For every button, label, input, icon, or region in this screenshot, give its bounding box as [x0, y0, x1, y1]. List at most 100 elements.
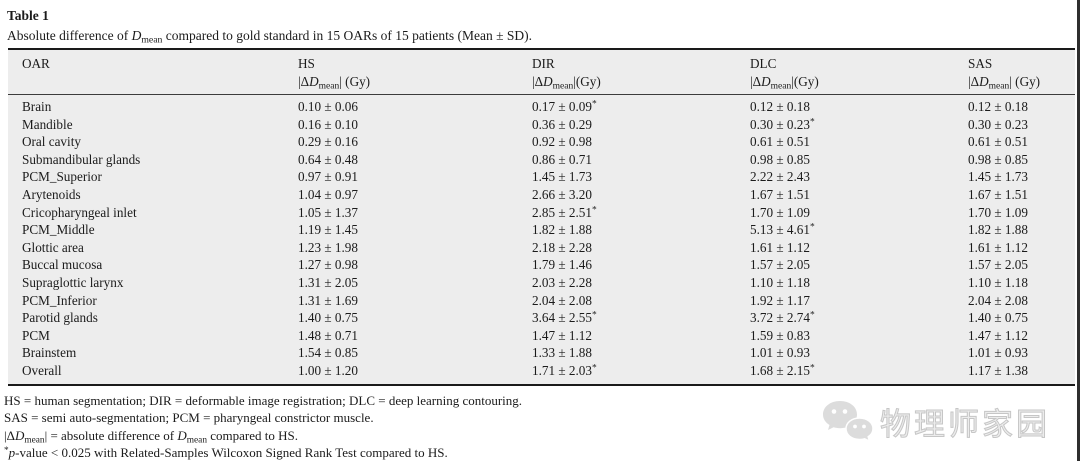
value-cell: 1.82 ± 1.88: [532, 221, 750, 239]
table-row: PCM_Superior 0.97 ± 0.91 1.45 ± 1.73 2.22 ±…: [8, 168, 1075, 186]
value-cell: 0.12 ± 0.18: [968, 95, 1075, 116]
footnotes: HS = human segmentation; DIR = deformabl…: [4, 392, 1080, 462]
value-cell: 1.45 ± 1.73: [532, 168, 750, 186]
oar-name-cell: Brain: [8, 95, 298, 116]
value-cell: 1.59 ± 0.83: [750, 327, 968, 345]
cell-value: 1.05 ± 1.37: [298, 204, 358, 220]
cell-value: Parotid glands: [22, 310, 98, 326]
value-cell: 0.98 ± 0.85: [750, 151, 968, 169]
value-cell: 1.17 ± 1.38: [968, 362, 1075, 385]
table-row: Arytenoids 1.04 ± 0.97 2.66 ± 3.20 1.67 ± 1…: [8, 186, 1075, 204]
cell-value: 1.01 ± 0.93: [750, 345, 810, 361]
oar-name-cell: Cricopharyngeal inlet: [8, 204, 298, 222]
cell-value: Arytenoids: [22, 186, 81, 202]
value-cell: 0.61 ± 0.51: [968, 133, 1075, 151]
table-body: Brain 0.10 ± 0.06 0.17 ± 0.09* 0.12 ± 0.18 0…: [8, 95, 1075, 385]
oar-name-cell: Mandible: [8, 116, 298, 134]
oar-name-cell: Supraglottic larynx: [8, 274, 298, 292]
wechat-icon: [823, 400, 874, 443]
significance-asterisk: *: [810, 310, 815, 321]
cell-value: Glottic area: [22, 239, 84, 255]
value-cell: 1.31 ± 1.69: [298, 292, 532, 310]
table-row: Mandible 0.16 ± 0.10 0.36 ± 0.29 0.30 ± 0.2…: [8, 116, 1075, 134]
significance-asterisk: *: [592, 310, 597, 321]
value-cell: 0.61 ± 0.51: [750, 133, 968, 151]
cell-value: 1.70 ± 1.09: [750, 204, 810, 220]
cell-value: 0.10 ± 0.06: [298, 99, 358, 114]
cell-value: 3.72 ± 2.74: [750, 310, 810, 326]
col-name: HS: [298, 56, 315, 71]
col-header-dlc: DLC |ΔDmean|(Gy): [750, 49, 968, 95]
value-cell: 2.85 ± 2.51*: [532, 204, 750, 222]
oar-name-cell: PCM_Middle: [8, 221, 298, 239]
col-header-sas: SAS |ΔDmean| (Gy): [968, 49, 1075, 95]
cell-value: 5.13 ± 4.61: [750, 222, 810, 238]
value-cell: 1.47 ± 1.12: [532, 327, 750, 345]
cell-value: 1.17 ± 1.38: [968, 362, 1028, 378]
cell-value: PCM_Middle: [22, 222, 95, 238]
cell-value: Cricopharyngeal inlet: [22, 204, 137, 220]
cell-value: 0.64 ± 0.48: [298, 151, 358, 167]
cell-value: 1.47 ± 1.12: [532, 327, 592, 343]
value-cell: 0.30 ± 0.23*: [750, 116, 968, 134]
col-name: DIR: [532, 56, 555, 71]
significance-asterisk: *: [810, 222, 815, 233]
cell-value: 1.67 ± 1.51: [750, 186, 810, 202]
cell-value: Brain: [22, 99, 52, 114]
value-cell: 1.04 ± 0.97: [298, 186, 532, 204]
oar-name-cell: PCM_Inferior: [8, 292, 298, 310]
significance-asterisk: *: [592, 99, 597, 110]
cell-value: Mandible: [22, 116, 73, 132]
cell-value: 1.92 ± 1.17: [750, 292, 810, 308]
value-cell: 1.57 ± 2.05: [968, 256, 1075, 274]
col-header-oar: OAR: [8, 49, 298, 95]
table-description: Absolute difference of Dmean compared to…: [7, 28, 532, 46]
value-cell: 3.72 ± 2.74*: [750, 309, 968, 327]
col-header-dir: DIR |ΔDmean|(Gy): [532, 49, 750, 95]
value-cell: 1.48 ± 0.71: [298, 327, 532, 345]
cell-value: 1.61 ± 1.12: [750, 239, 810, 255]
cell-value: 0.12 ± 0.18: [968, 99, 1028, 114]
cell-value: 1.48 ± 0.71: [298, 327, 358, 343]
cell-value: 1.71 ± 2.03: [532, 362, 592, 378]
value-cell: 1.54 ± 0.85: [298, 344, 532, 362]
value-cell: 2.04 ± 2.08: [968, 292, 1075, 310]
value-cell: 1.61 ± 1.12: [968, 239, 1075, 257]
cell-value: 1.10 ± 1.18: [750, 274, 810, 290]
cell-value: 0.98 ± 0.85: [968, 151, 1028, 167]
oar-name-cell: Buccal mucosa: [8, 256, 298, 274]
cell-value: 1.54 ± 0.85: [298, 345, 358, 361]
value-cell: 1.05 ± 1.37: [298, 204, 532, 222]
cell-value: 1.04 ± 0.97: [298, 186, 358, 202]
cell-value: 0.86 ± 0.71: [532, 151, 592, 167]
oar-name-cell: Oral cavity: [8, 133, 298, 151]
value-cell: 1.79 ± 1.46: [532, 256, 750, 274]
cell-value: 0.98 ± 0.85: [750, 151, 810, 167]
value-cell: 2.04 ± 2.08: [532, 292, 750, 310]
value-cell: 0.86 ± 0.71: [532, 151, 750, 169]
cell-value: 1.61 ± 1.12: [968, 239, 1028, 255]
value-cell: 0.92 ± 0.98: [532, 133, 750, 151]
value-cell: 1.00 ± 1.20: [298, 362, 532, 385]
cell-value: 1.82 ± 1.88: [532, 222, 592, 238]
table-row: Oral cavity 0.29 ± 0.16 0.92 ± 0.98 0.61 ± …: [8, 133, 1075, 151]
cell-value: 0.30 ± 0.23: [968, 116, 1028, 132]
cell-value: 1.33 ± 1.88: [532, 345, 592, 361]
value-cell: 0.64 ± 0.48: [298, 151, 532, 169]
value-cell: 1.70 ± 1.09: [968, 204, 1075, 222]
value-cell: 1.23 ± 1.98: [298, 239, 532, 257]
value-cell: 1.10 ± 1.18: [750, 274, 968, 292]
value-cell: 1.70 ± 1.09: [750, 204, 968, 222]
cell-value: 1.31 ± 2.05: [298, 274, 358, 290]
table-header: OAR HS |ΔDmean| (Gy) DIR |ΔDmean|(Gy) DL…: [8, 49, 1075, 95]
cell-value: 2.18 ± 2.28: [532, 239, 592, 255]
value-cell: 1.45 ± 1.73: [968, 168, 1075, 186]
significance-asterisk: *: [592, 363, 597, 374]
cell-value: 1.31 ± 1.69: [298, 292, 358, 308]
table-row: Supraglottic larynx 1.31 ± 2.05 2.03 ± 2.2…: [8, 274, 1075, 292]
cell-value: Oral cavity: [22, 134, 81, 150]
table-row: Overall 1.00 ± 1.20 1.71 ± 2.03* 1.68 ± 2.1…: [8, 362, 1075, 385]
oar-name-cell: Parotid glands: [8, 309, 298, 327]
value-cell: 1.40 ± 0.75: [968, 309, 1075, 327]
oar-name-cell: Arytenoids: [8, 186, 298, 204]
